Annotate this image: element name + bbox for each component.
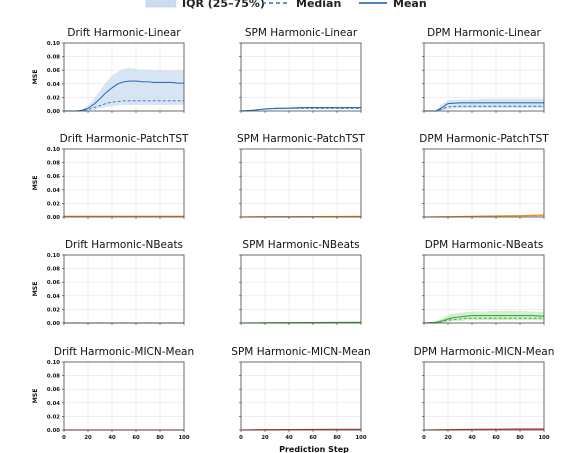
x-tick-label: 0 — [62, 435, 66, 441]
subplot-title: SPM Harmonic-Linear — [245, 27, 358, 39]
x-tick-label: 0 — [239, 435, 243, 441]
subplot-spm-harmonic-linear: SPM Harmonic-Linear — [239, 27, 362, 113]
subplot-drift-harmonic-micn-mean: Drift Harmonic-MICN-Mean 0.00 0.02 0.04 0.06… — [32, 346, 194, 441]
subplot-spm-harmonic-nbeats: SPM Harmonic-NBeats — [239, 239, 362, 325]
x-tick-label: 20 — [444, 435, 452, 441]
legend-iqr-swatch — [145, 0, 177, 8]
mean-line — [424, 102, 544, 112]
subplot-drift-harmonic-nbeats: Drift Harmonic-NBeats 0.00 0.02 0.04 0.06 0.0… — [32, 239, 185, 327]
plot-frame — [423, 42, 545, 112]
y-tick-label: 0.10 — [47, 41, 60, 47]
plot-frame — [63, 361, 185, 431]
x-tick-label: 20 — [84, 435, 92, 441]
plot-frame — [240, 148, 362, 218]
subplot-title: DPM Harmonic-PatchTST — [419, 133, 549, 145]
y-tick-label: 0.02 — [47, 95, 60, 101]
x-tick-label: 80 — [516, 435, 524, 441]
legend-median-label: Median — [296, 0, 341, 10]
subplot-title: Drift Harmonic-NBeats — [65, 239, 183, 251]
y-tick-label: 0.08 — [47, 161, 60, 167]
subplot-dpm-harmonic-nbeats: DPM Harmonic-NBeats — [422, 239, 545, 325]
plot-frame — [240, 361, 362, 431]
iqr-band — [424, 98, 544, 111]
subplot-spm-harmonic-micn-mean: SPM Harmonic-MICN-Mean 0 20 40 60 80 100 — [231, 346, 370, 441]
y-tick-label: 0.10 — [47, 360, 60, 366]
subplot-dpm-harmonic-patchtst: DPM Harmonic-PatchTST — [419, 133, 549, 219]
iqr-band — [64, 68, 184, 111]
plot-frame — [423, 254, 545, 324]
y-tick-label: 0.04 — [47, 188, 60, 194]
y-tick-label: 0.08 — [47, 55, 60, 61]
median-line — [423, 317, 544, 324]
y-axis-label: MSE — [32, 70, 39, 85]
x-tick-label: 80 — [333, 435, 341, 441]
legend-mean-label: Mean — [393, 0, 427, 10]
y-tick-label: 0.06 — [47, 387, 60, 393]
subplot-title: SPM Harmonic-PatchTST — [237, 133, 366, 145]
y-axis-label: MSE — [32, 389, 39, 404]
mean-line — [64, 80, 184, 112]
y-tick-label: 0.06 — [47, 280, 60, 286]
subplot-title: DPM Harmonic-NBeats — [425, 239, 544, 251]
subplot-title: Drift Harmonic-MICN-Mean — [54, 346, 194, 358]
plot-frame — [240, 254, 362, 324]
y-tick-label: 0.00 — [47, 428, 60, 434]
x-tick-label: 20 — [261, 435, 269, 441]
plot-frame — [423, 148, 545, 218]
x-tick-label: 0 — [422, 435, 426, 441]
y-tick-label: 0.10 — [47, 147, 60, 153]
y-tick-label: 0.10 — [47, 253, 60, 259]
y-tick-label: 0.06 — [47, 174, 60, 180]
subplot-drift-harmonic-patchtst: Drift Harmonic-PatchTST 0.00 0.02 0.04 0.06 0… — [32, 133, 189, 221]
y-tick-label: 0.02 — [47, 414, 60, 420]
y-axis-label: MSE — [32, 176, 39, 191]
subplot-title: Drift Harmonic-PatchTST — [60, 133, 189, 145]
x-tick-label: 40 — [285, 435, 293, 441]
plot-frame — [240, 42, 362, 112]
plot-frame — [63, 148, 185, 218]
y-tick-label: 0.02 — [47, 201, 60, 207]
y-tick-label: 0.04 — [47, 401, 60, 407]
subplot-spm-harmonic-patchtst: SPM Harmonic-PatchTST — [237, 133, 366, 219]
subplot-title: Drift Harmonic-Linear — [67, 27, 181, 39]
median-line — [424, 105, 544, 112]
x-tick-label: 100 — [538, 435, 549, 441]
x-tick-label: 40 — [468, 435, 476, 441]
plot-frame — [63, 254, 185, 324]
x-axis-label: Prediction Step — [279, 445, 349, 453]
y-tick-label: 0.06 — [47, 68, 60, 74]
x-tick-label: 100 — [355, 435, 366, 441]
y-tick-label: 0.00 — [47, 109, 60, 115]
y-tick-label: 0.00 — [47, 321, 60, 327]
y-tick-label: 0.04 — [47, 82, 60, 88]
x-tick-label: 60 — [492, 435, 500, 441]
y-tick-label: 0.08 — [47, 267, 60, 273]
mean-line — [423, 314, 545, 324]
x-tick-label: 100 — [178, 435, 189, 441]
subplot-title: DPM Harmonic-Linear — [427, 27, 541, 39]
x-tick-label: 60 — [132, 435, 140, 441]
legend: IQR (25–75%) Median Mean — [145, 0, 427, 10]
subplot-dpm-harmonic-linear: DPM Harmonic-Linear — [422, 27, 545, 113]
y-tick-label: 0.08 — [47, 374, 60, 380]
subplot-dpm-harmonic-micn-mean: DPM Harmonic-MICN-Mean 0 20 40 60 80 100 — [414, 346, 555, 441]
y-tick-label: 0.00 — [47, 215, 60, 221]
subplot-drift-harmonic-linear: Drift Harmonic-Linear 0.00 0.02 0.04 0.06 0.0… — [32, 27, 185, 115]
legend-iqr-label: IQR (25–75%) — [182, 0, 265, 10]
subplot-title: DPM Harmonic-MICN-Mean — [414, 346, 555, 358]
mean-line — [240, 107, 361, 112]
subplot-grid: Drift Harmonic-Linear 0.00 0.02 0.04 0.06 0.0… — [32, 27, 554, 441]
y-tick-label: 0.04 — [47, 294, 60, 300]
subplot-title: SPM Harmonic-MICN-Mean — [231, 346, 370, 358]
median-line — [64, 100, 184, 112]
x-tick-label: 80 — [156, 435, 164, 441]
subplot-title: SPM Harmonic-NBeats — [242, 239, 359, 251]
plot-frame — [423, 361, 545, 431]
x-tick-label: 40 — [108, 435, 116, 441]
plot-frame — [63, 42, 185, 112]
x-tick-label: 60 — [309, 435, 317, 441]
y-tick-label: 0.02 — [47, 307, 60, 313]
y-axis-label: MSE — [32, 282, 39, 297]
